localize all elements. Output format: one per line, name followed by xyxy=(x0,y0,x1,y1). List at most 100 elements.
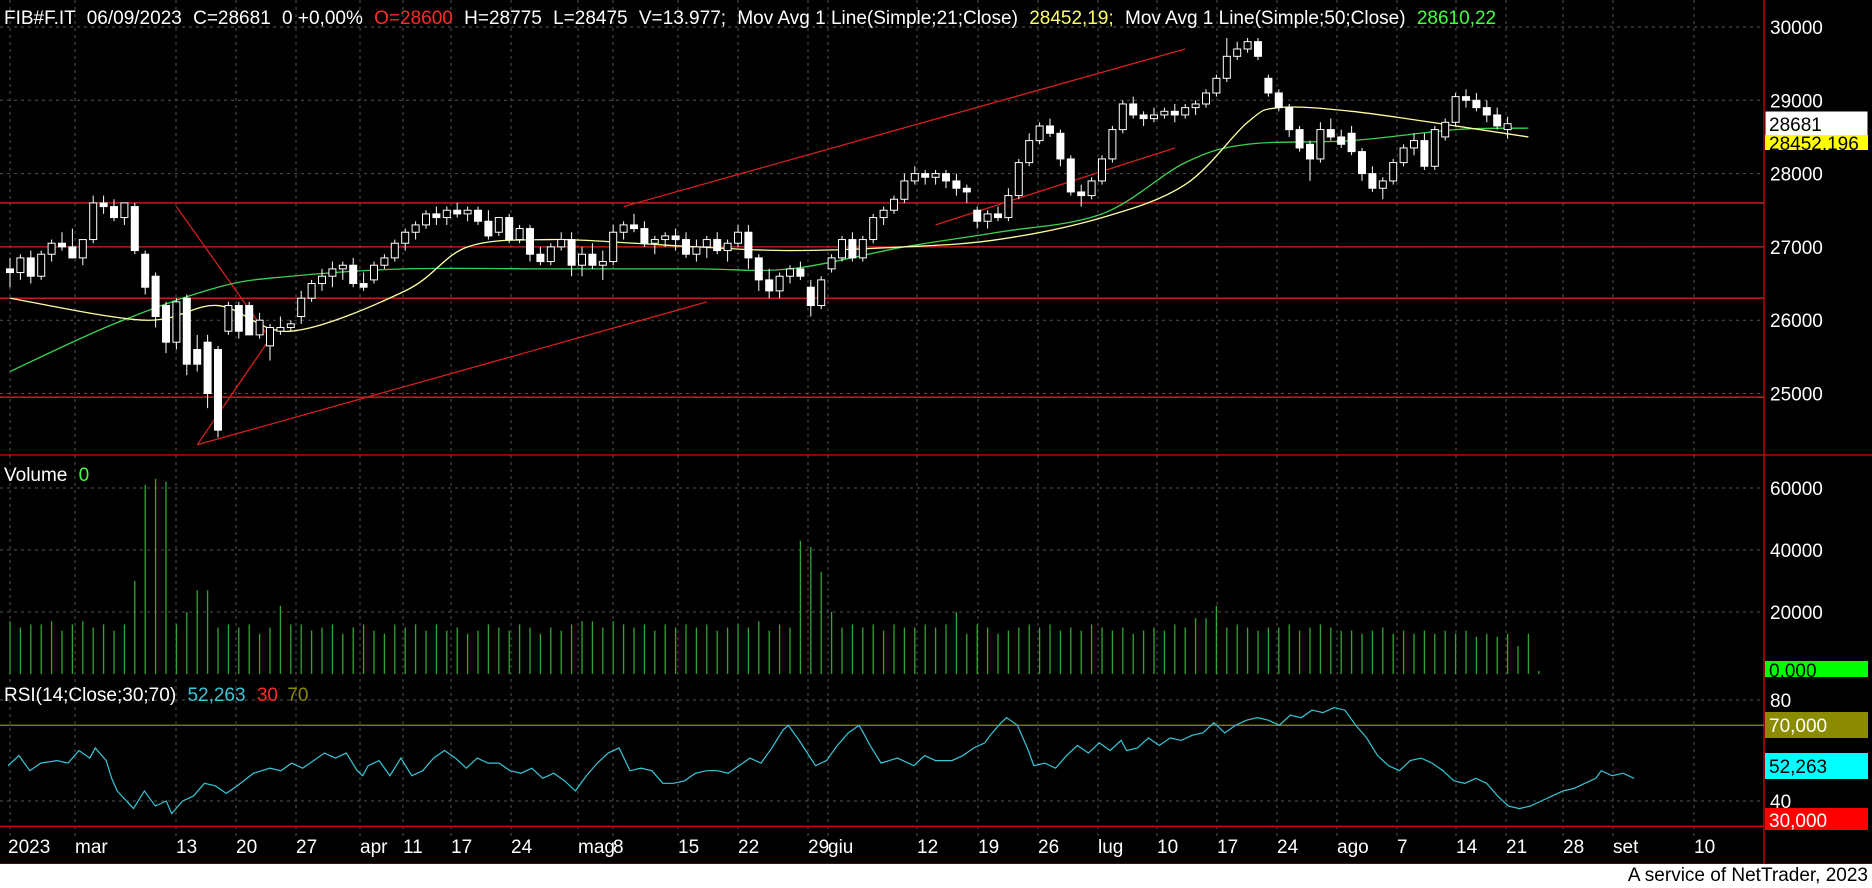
candle-body xyxy=(266,327,274,347)
date-axis-label: 17 xyxy=(1217,837,1238,858)
price-axis-tick: 25000 xyxy=(1770,385,1823,406)
candle-body xyxy=(422,213,430,226)
candle-body xyxy=(775,275,784,292)
candle-body xyxy=(515,228,524,241)
candle-body xyxy=(58,242,66,248)
candle-body xyxy=(1150,114,1158,120)
candle-body xyxy=(630,224,638,230)
date-axis-label: 2023 xyxy=(8,837,50,858)
candle-body xyxy=(162,305,170,343)
candle-body xyxy=(1077,191,1086,197)
candle-body xyxy=(1170,110,1179,116)
price-chart[interactable]: 30000 29000 28000 27000 26000 25000 60000 40000… xyxy=(0,0,1872,864)
candle-body xyxy=(734,231,742,244)
rsi-lower: 30 xyxy=(257,685,278,706)
candle-body xyxy=(172,301,181,343)
date-axis-label: 24 xyxy=(1277,837,1299,858)
candle-body xyxy=(1306,143,1314,160)
candle-body xyxy=(890,198,898,211)
candle-body xyxy=(1191,103,1200,109)
candle-body xyxy=(962,187,971,193)
candle-body xyxy=(578,253,586,266)
candle-body xyxy=(973,209,982,222)
volume-axis-tick: 20000 xyxy=(1770,603,1823,624)
trendline xyxy=(197,301,707,446)
date-axis-label: 11 xyxy=(403,837,423,858)
candle-body xyxy=(1066,158,1075,193)
candle-body xyxy=(931,173,940,178)
date-axis-label: mar xyxy=(75,837,108,858)
candle-body xyxy=(983,213,992,222)
candle-body xyxy=(1462,96,1470,101)
candle-body xyxy=(598,261,607,266)
date-axis-label: set xyxy=(1613,837,1639,858)
candle-body xyxy=(245,305,254,336)
date-axis-label: lug xyxy=(1098,837,1123,858)
candle-body xyxy=(193,349,202,365)
candle-body xyxy=(1222,55,1231,79)
candle-body xyxy=(318,275,326,285)
svg-text:RSI(14;Close;30;70) 52,263: RSI(14;Close;30;70) 52,263 30 70 xyxy=(4,685,308,706)
candle-body xyxy=(1285,107,1294,131)
candle-body xyxy=(110,206,118,219)
candle-body xyxy=(6,268,14,274)
current-price-badge xyxy=(1764,110,1869,138)
header-volume: V=13.977; xyxy=(639,8,726,29)
rsi-label: RSI(14;Close;30;70) xyxy=(4,685,176,706)
candle-body xyxy=(921,173,930,178)
candle-body xyxy=(1202,92,1210,105)
candle-body xyxy=(474,209,482,222)
candle-body xyxy=(234,305,243,332)
candle-body xyxy=(1098,158,1106,182)
candle-body xyxy=(952,180,961,189)
candle-body xyxy=(744,231,753,259)
price-axis-tick: 30000 xyxy=(1770,18,1823,39)
candle-body xyxy=(1025,140,1034,164)
date-axis-label: 7 xyxy=(1397,837,1408,858)
candle-body xyxy=(994,213,1002,219)
candle-body xyxy=(89,202,98,241)
candle-body xyxy=(1254,41,1262,57)
candle-body xyxy=(1326,129,1335,138)
candle-body xyxy=(588,253,597,266)
date-axis-label: 12 xyxy=(917,837,938,858)
candle-body xyxy=(1274,92,1283,109)
header-symbol: FIB#F.IT xyxy=(4,8,76,29)
candle-body xyxy=(1410,140,1418,149)
candle-body xyxy=(390,242,399,259)
price-axis-tick: 26000 xyxy=(1770,311,1823,332)
candle-body xyxy=(671,235,680,241)
candle-body xyxy=(370,264,378,281)
candle-body xyxy=(432,213,441,219)
candle-body xyxy=(796,268,805,277)
candle-body xyxy=(1389,162,1398,182)
rsi-axis-tick: 80 xyxy=(1770,691,1791,712)
candle-body xyxy=(297,297,306,318)
candle-body xyxy=(99,202,108,208)
candle-body xyxy=(817,279,826,307)
candle-body xyxy=(349,264,358,285)
candle-body xyxy=(879,209,888,219)
candle-body xyxy=(910,173,919,182)
rsi-value-badge xyxy=(1765,753,1868,779)
candle-body xyxy=(1472,99,1481,109)
candle-body xyxy=(526,228,534,255)
candle-body xyxy=(47,242,56,255)
date-axis-label: ago xyxy=(1337,837,1369,858)
candle-body xyxy=(380,257,389,266)
candle-body xyxy=(650,239,659,244)
candle-body xyxy=(692,246,701,255)
candle-body xyxy=(401,231,410,244)
candle-body xyxy=(1430,129,1439,167)
candle-body xyxy=(1181,107,1190,116)
trendline xyxy=(196,338,271,446)
header-date: 06/09/2023 xyxy=(87,8,182,29)
rsi-lower-badge xyxy=(1765,808,1868,830)
svg-text:FIB#F.IT 06/09/2023 C=: FIB#F.IT 06/09/2023 C=28681 0 +0,00% O=2… xyxy=(4,8,1496,29)
header-ma50-label: Mov Avg 1 Line(Simple;50;Close) xyxy=(1125,8,1406,29)
date-axis-label: 26 xyxy=(1038,837,1059,858)
candle-body xyxy=(754,257,763,281)
candle-body xyxy=(1493,114,1502,127)
candle-body xyxy=(286,323,295,329)
candle-body xyxy=(1087,180,1096,197)
